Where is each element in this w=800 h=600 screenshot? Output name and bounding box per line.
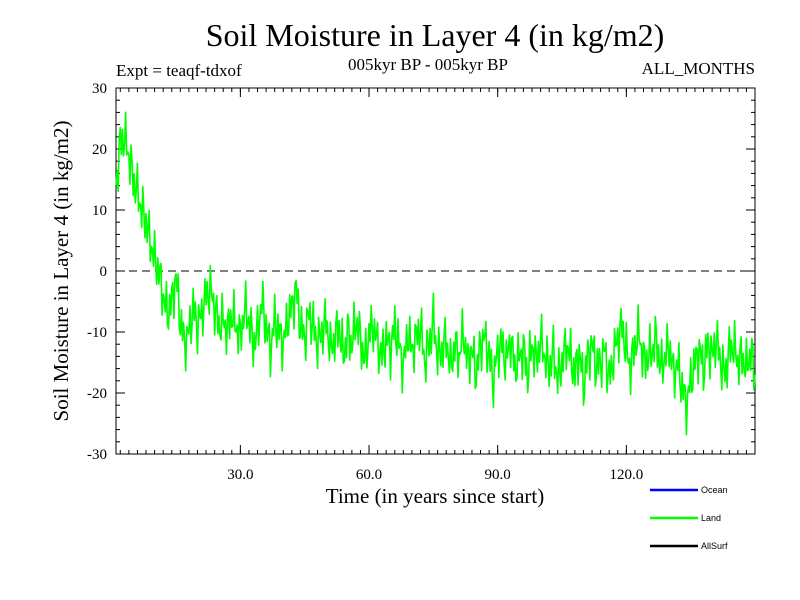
y-tick-label: 10 <box>92 203 107 219</box>
y-tick-label: 20 <box>92 142 107 158</box>
x-tick-label: 60.0 <box>356 467 382 483</box>
y-tick-label: 30 <box>92 81 107 97</box>
legend: Ocean Land AllSurf <box>650 485 728 551</box>
y-tick-label: 0 <box>100 264 108 280</box>
y-axis-label: Soil Moisture in Layer 4 (in kg/m2) <box>49 121 73 422</box>
series-line-land <box>115 111 756 436</box>
y-tick-label: -10 <box>87 325 107 341</box>
y-tick-label: -30 <box>87 447 107 463</box>
legend-label-allsurf: AllSurf <box>701 541 728 551</box>
x-tick-label: 30.0 <box>227 467 253 483</box>
x-axis-label: Time (in years since start) <box>326 484 545 508</box>
y-tick-label: -20 <box>87 386 107 402</box>
legend-label-ocean: Ocean <box>701 485 728 495</box>
period-label: 005kyr BP - 005kyr BP <box>348 55 508 74</box>
chart-title: Soil Moisture in Layer 4 (in kg/m2) <box>206 17 665 53</box>
plot-area: 30.0 60.0 90.0 120.0 -30 -20 -10 0 10 20 30 <box>87 81 756 483</box>
x-tick-label: 90.0 <box>485 467 511 483</box>
x-tick-label: 120.0 <box>609 467 643 483</box>
experiment-label: Expt = teaqf-tdxof <box>116 61 242 80</box>
legend-label-land: Land <box>701 513 721 523</box>
months-label: ALL_MONTHS <box>642 59 755 78</box>
